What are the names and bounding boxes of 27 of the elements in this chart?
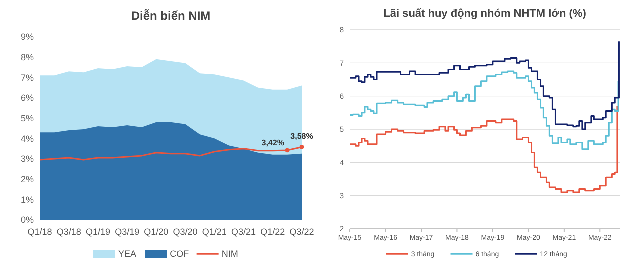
x-tick-label: Q3/20 — [173, 227, 198, 237]
y-tick-label: 0% — [20, 215, 34, 226]
y-tick-label: 8% — [20, 52, 34, 62]
y-tick-label: 7% — [20, 72, 34, 83]
x-tick-label: Q1/19 — [86, 227, 110, 237]
y-tick-label: 3% — [20, 154, 34, 164]
y-tick-label: 4% — [20, 134, 34, 144]
legend-label: YEA — [118, 249, 137, 260]
legend-label: NIM — [222, 249, 238, 260]
y-tick-label: 9% — [20, 32, 34, 42]
y-tick-label: 1% — [20, 194, 34, 205]
legend-label: COF — [170, 249, 190, 260]
data-label: 3,58% — [290, 132, 314, 142]
x-tick-label: Q1/21 — [202, 227, 227, 237]
chart-title: Lãi suất huy động nhóm NHTM lớn (%) — [384, 8, 587, 20]
y-tick-label: 5% — [20, 113, 34, 124]
x-tick-label: Q3/21 — [232, 227, 256, 237]
data-label: 3,42% — [262, 138, 284, 148]
x-tick-label: Q1/18 — [28, 227, 52, 237]
chart-title: Diễn biến NIM — [131, 9, 211, 23]
x-tick-label: Q1/22 — [260, 227, 286, 237]
x-tick-label: Q3/19 — [115, 227, 140, 237]
x-tick-label: Q1/20 — [144, 227, 169, 237]
y-tick-label: 6% — [20, 93, 34, 104]
x-tick-label: Q3/18 — [56, 227, 82, 237]
y-tick-label: 2% — [20, 174, 34, 184]
x-tick-label: Q3/22 — [290, 227, 314, 237]
